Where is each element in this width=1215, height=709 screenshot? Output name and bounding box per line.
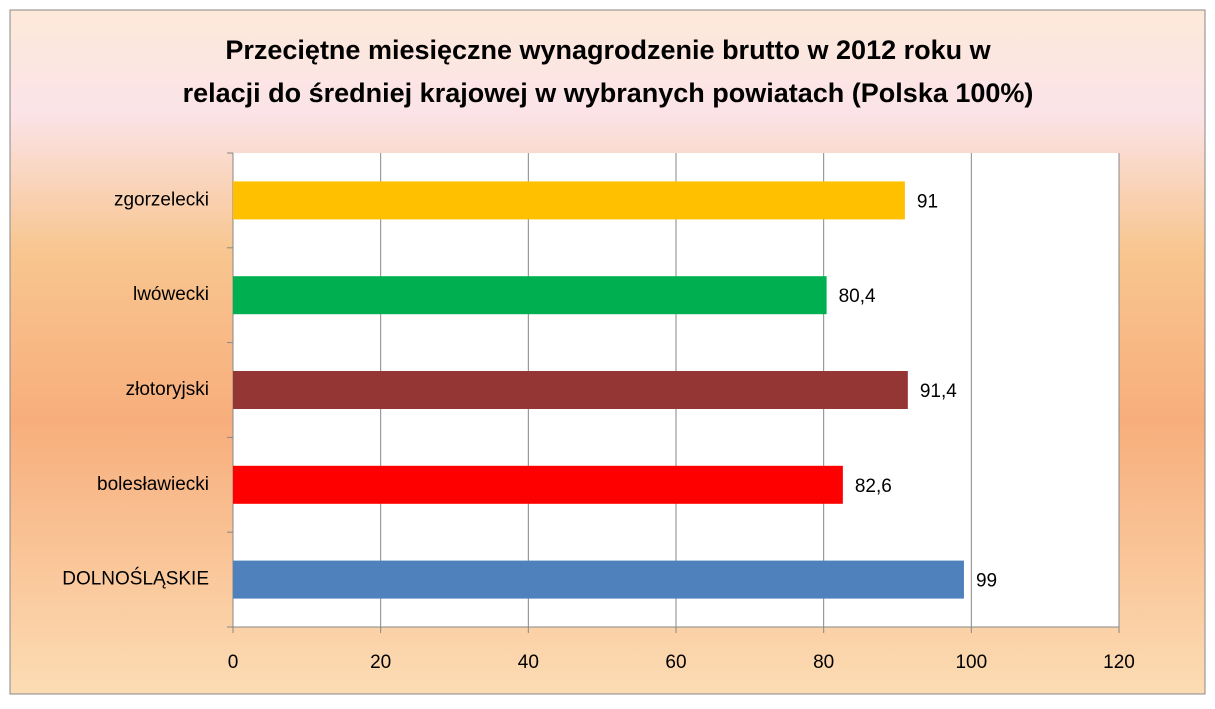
y-tick-label: zgorzelecki bbox=[114, 189, 209, 210]
data-label: 80,4 bbox=[839, 286, 876, 307]
data-label: 91,4 bbox=[920, 381, 957, 402]
bar bbox=[233, 371, 908, 409]
x-tick-label: 40 bbox=[518, 652, 539, 673]
data-label: 82,6 bbox=[855, 476, 892, 497]
x-tick-label: 100 bbox=[955, 652, 987, 673]
y-tick-label: lwówecki bbox=[133, 284, 209, 305]
x-tick-label: 60 bbox=[665, 652, 686, 673]
x-tick-label: 80 bbox=[813, 652, 834, 673]
y-tick-label: bolesławiecki bbox=[97, 474, 209, 495]
x-tick-label: 0 bbox=[228, 652, 239, 673]
bar bbox=[233, 276, 827, 315]
bar bbox=[233, 181, 905, 220]
x-tick-label: 20 bbox=[370, 652, 391, 673]
data-label: 91 bbox=[917, 191, 938, 212]
chart-title: relacji do średniej krajowej w wybranych… bbox=[183, 78, 1034, 108]
chart-title: Przeciętne miesięczne wynagrodzenie brut… bbox=[225, 35, 991, 65]
y-tick-label: DOLNOŚLĄSKIE bbox=[62, 568, 209, 590]
x-tick-label: 120 bbox=[1103, 652, 1135, 673]
bar bbox=[233, 465, 843, 504]
bar bbox=[233, 560, 964, 599]
y-tick-label: złotoryjski bbox=[126, 379, 209, 400]
data-label: 99 bbox=[976, 571, 997, 592]
